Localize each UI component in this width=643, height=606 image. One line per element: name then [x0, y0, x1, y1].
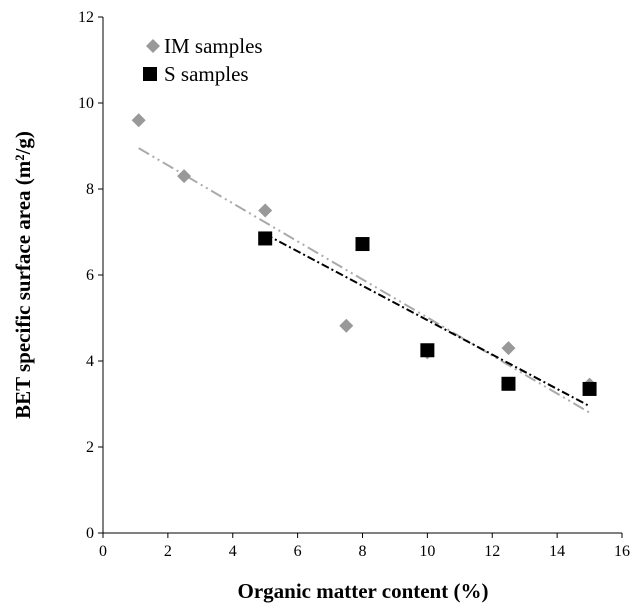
x-tick-label: 4	[229, 543, 237, 560]
y-ticks: 0 2 4 6 8 10 12	[78, 9, 103, 542]
trendline-im	[138, 147, 591, 414]
x-tick-label: 12	[484, 543, 500, 560]
y-tick-label: 6	[86, 267, 94, 284]
x-tick-label: 14	[549, 543, 565, 560]
legend: IM samples S samples	[143, 34, 263, 86]
x-tick-label: 16	[614, 543, 630, 560]
trendlines	[138, 147, 591, 414]
y-tick-label: 2	[86, 439, 94, 456]
x-tick-label: 2	[164, 543, 172, 560]
x-tick-label: 6	[294, 543, 302, 560]
data-points	[131, 113, 597, 396]
x-tick-label: 8	[359, 543, 367, 560]
point-im	[177, 169, 192, 184]
point-s	[258, 231, 273, 246]
legend-square-icon	[143, 67, 157, 81]
legend-label-im: IM samples	[164, 34, 263, 58]
point-im	[501, 341, 516, 356]
x-axis-title: Organic matter content (%)	[238, 579, 489, 603]
y-tick-label: 0	[86, 525, 94, 542]
point-im	[339, 318, 354, 333]
y-axis-title: BET specific surface area (m²/g)	[11, 131, 35, 419]
point-s	[355, 237, 370, 252]
trendline-s	[264, 233, 591, 408]
point-im	[258, 203, 273, 218]
y-tick-label: 4	[86, 353, 94, 370]
point-s	[582, 381, 597, 396]
x-tick-label: 0	[99, 543, 107, 560]
y-tick-label: 10	[78, 95, 94, 112]
point-im	[131, 113, 146, 128]
point-s	[420, 343, 435, 358]
legend-label-s: S samples	[164, 62, 249, 86]
point-s	[501, 376, 516, 391]
y-tick-label: 8	[86, 181, 94, 198]
legend-diamond-icon	[146, 39, 160, 53]
plot-area: 0 2 4 6 8 10 12 0 2 4 6 8 10 12 14 16	[78, 9, 630, 560]
x-ticks: 0 2 4 6 8 10 12 14 16	[99, 533, 630, 560]
x-tick-label: 10	[419, 543, 435, 560]
y-tick-label: 12	[78, 9, 94, 26]
